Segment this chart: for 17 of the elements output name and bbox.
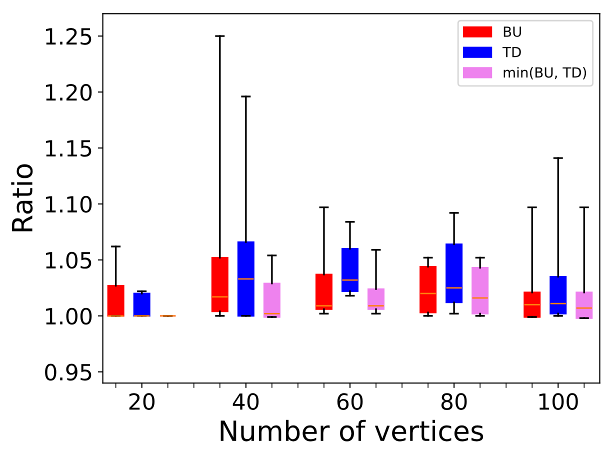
x-tick-label: 80 (441, 393, 467, 410)
y-tick-label: 1.25 (46, 28, 92, 45)
y-tick-label: 1.15 (46, 140, 92, 157)
y-tick-label: 1.20 (46, 84, 92, 101)
legend-label: BU (504, 26, 522, 37)
y-tick-label: 1.10 (46, 196, 92, 213)
y-tick-label: 0.95 (45, 364, 92, 381)
x-tick-label: 20 (129, 393, 155, 410)
x-axis-title: Number of vertices (220, 420, 484, 442)
x-tick-label: 100 (539, 393, 578, 410)
x-tick-label: 60 (337, 393, 363, 410)
legend-label: TD (502, 46, 521, 58)
legend-label: min(BU, TD) (504, 66, 586, 80)
x-tick-label: 40 (232, 393, 259, 410)
y-axis-title: Ratio (11, 164, 33, 232)
y-tick-label: 1.00 (46, 308, 92, 325)
y-tick-label: 1.05 (46, 252, 92, 269)
